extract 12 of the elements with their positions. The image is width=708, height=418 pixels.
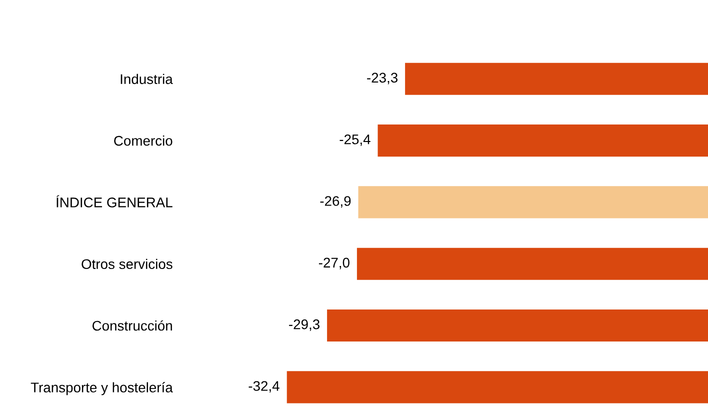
data-label: -27,0 bbox=[318, 258, 350, 270]
data-label: -23,3 bbox=[367, 72, 398, 84]
data-label: -29,3 bbox=[289, 319, 320, 331]
y-tick-label: Industria bbox=[120, 74, 173, 84]
y-tick-label: Comercio bbox=[114, 136, 172, 146]
y-tick-label: Otros servicios bbox=[82, 258, 172, 270]
data-label: -32,4 bbox=[248, 381, 280, 393]
y-tick-label: Construcción bbox=[92, 320, 172, 331]
y-tick-label: Transporte y hostelería bbox=[30, 382, 173, 396]
data-label: -25,4 bbox=[340, 134, 370, 146]
data-label: -26,9 bbox=[320, 196, 351, 208]
y-tick-label: ÍNDICE GENERAL bbox=[56, 195, 172, 208]
